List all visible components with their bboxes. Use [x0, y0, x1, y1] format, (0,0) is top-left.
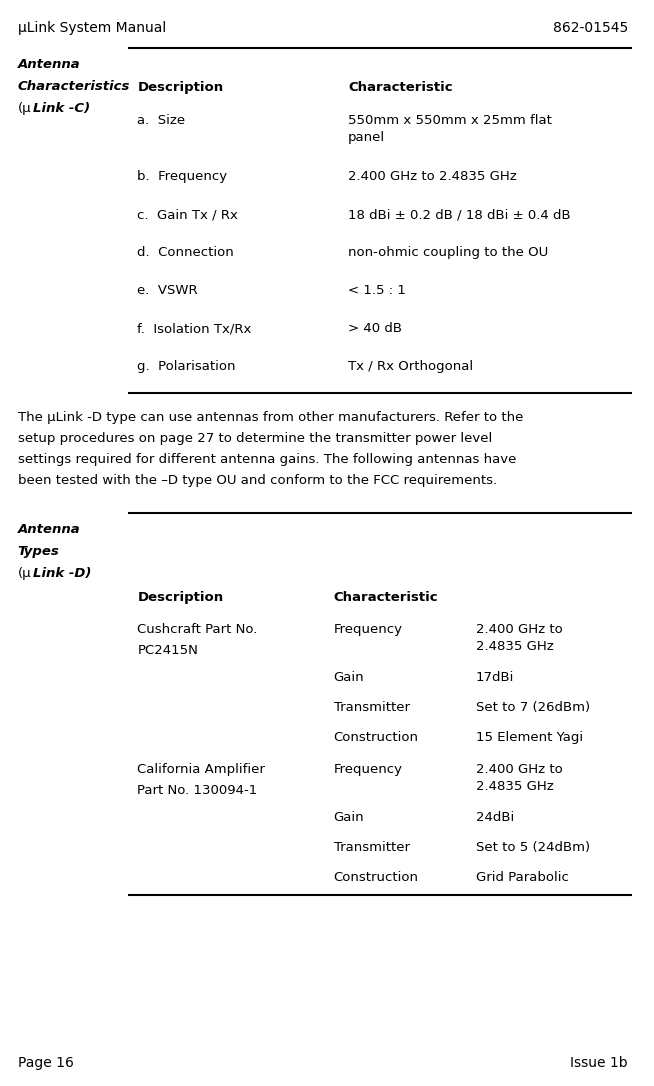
Text: Transmitter: Transmitter	[334, 700, 409, 714]
Text: Gain: Gain	[334, 811, 364, 824]
Text: 24dBi: 24dBi	[475, 811, 514, 824]
Text: > 40 dB: > 40 dB	[348, 323, 402, 334]
Text: Part No. 130094-1: Part No. 130094-1	[137, 784, 258, 797]
Text: Page 16: Page 16	[18, 1056, 73, 1070]
Text: Description: Description	[137, 591, 224, 604]
Text: Set to 5 (24dBm): Set to 5 (24dBm)	[475, 841, 590, 854]
Text: Frequency: Frequency	[334, 763, 402, 776]
Text: Description: Description	[137, 81, 224, 94]
Text: been tested with the –D type OU and conform to the FCC requirements.: been tested with the –D type OU and conf…	[18, 473, 497, 487]
Text: 2.400 GHz to
2.4835 GHz: 2.400 GHz to 2.4835 GHz	[475, 623, 562, 653]
Text: Characteristic: Characteristic	[334, 591, 438, 604]
Text: e.  VSWR: e. VSWR	[137, 285, 198, 296]
Text: 2.400 GHz to 2.4835 GHz: 2.400 GHz to 2.4835 GHz	[348, 171, 517, 184]
Text: (μ: (μ	[18, 567, 31, 580]
Text: Characteristic: Characteristic	[348, 81, 453, 94]
Text: California Amplifier: California Amplifier	[137, 763, 266, 776]
Text: setup procedures on page 27 to determine the transmitter power level: setup procedures on page 27 to determine…	[18, 432, 492, 445]
Text: Tx / Rx Orthogonal: Tx / Rx Orthogonal	[348, 359, 473, 372]
Text: PC2415N: PC2415N	[137, 644, 198, 657]
Text: f.  Isolation Tx/Rx: f. Isolation Tx/Rx	[137, 323, 252, 334]
Text: Transmitter: Transmitter	[334, 841, 409, 854]
Text: Set to 7 (26dBm): Set to 7 (26dBm)	[475, 700, 590, 714]
Text: d.  Connection: d. Connection	[137, 247, 234, 258]
Text: Gain: Gain	[334, 671, 364, 684]
Text: b.  Frequency: b. Frequency	[137, 171, 228, 184]
Text: 15 Element Yagi: 15 Element Yagi	[475, 731, 583, 744]
Text: Types: Types	[18, 545, 60, 558]
Text: (μ: (μ	[18, 102, 31, 115]
Text: Cushcraft Part No.: Cushcraft Part No.	[137, 623, 258, 636]
Text: 550mm x 550mm x 25mm flat
panel: 550mm x 550mm x 25mm flat panel	[348, 114, 552, 144]
Text: non-ohmic coupling to the OU: non-ohmic coupling to the OU	[348, 247, 549, 258]
Text: Frequency: Frequency	[334, 623, 402, 636]
Text: The μLink -D type can use antennas from other manufacturers. Refer to the: The μLink -D type can use antennas from …	[18, 411, 523, 424]
Text: g.  Polarisation: g. Polarisation	[137, 359, 236, 372]
Text: Construction: Construction	[334, 871, 419, 884]
Text: 17dBi: 17dBi	[475, 671, 514, 684]
Text: Link -C): Link -C)	[33, 102, 90, 115]
Text: Construction: Construction	[334, 731, 419, 744]
Text: settings required for different antenna gains. The following antennas have: settings required for different antenna …	[18, 453, 516, 466]
Text: Antenna: Antenna	[18, 58, 80, 71]
Text: a.  Size: a. Size	[137, 114, 186, 127]
Text: Issue 1b: Issue 1b	[570, 1056, 628, 1070]
Text: 862-01545: 862-01545	[553, 21, 628, 35]
Text: < 1.5 : 1: < 1.5 : 1	[348, 285, 406, 296]
Text: Antenna: Antenna	[18, 523, 80, 536]
Text: Characteristics: Characteristics	[18, 80, 130, 93]
Text: c.  Gain Tx / Rx: c. Gain Tx / Rx	[137, 209, 238, 220]
Text: 2.400 GHz to
2.4835 GHz: 2.400 GHz to 2.4835 GHz	[475, 763, 562, 793]
Text: 18 dBi ± 0.2 dB / 18 dBi ± 0.4 dB: 18 dBi ± 0.2 dB / 18 dBi ± 0.4 dB	[348, 209, 571, 220]
Text: μLink System Manual: μLink System Manual	[18, 21, 166, 35]
Text: Grid Parabolic: Grid Parabolic	[475, 871, 568, 884]
Text: Link -D): Link -D)	[33, 567, 92, 580]
